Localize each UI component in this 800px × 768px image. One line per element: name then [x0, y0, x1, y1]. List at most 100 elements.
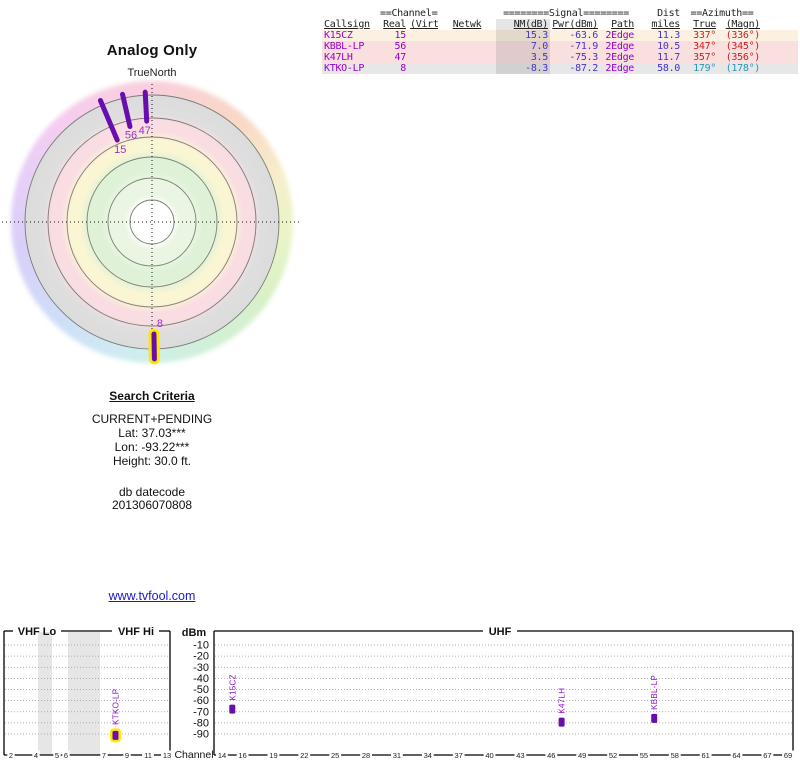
search-height: Height: 30.0 ft.: [112, 454, 192, 468]
cell-nm: 7.0: [496, 41, 550, 52]
channel-tick-label: 19: [269, 751, 277, 760]
dbm-tick-label: -50: [193, 684, 209, 696]
channel-tick-label: 37: [455, 751, 463, 760]
channel-tick-label: 28: [362, 751, 370, 760]
cell-pwr: -71.9: [569, 41, 598, 52]
cell-real: 15: [394, 30, 407, 41]
station-row-k15cz: K15CZ 15 15.3 -63.6 2Edge 11.3 337° (336°): [322, 30, 799, 41]
cell-real: 47: [394, 52, 407, 63]
col-header-pwr: Pwr(dBm): [552, 19, 598, 30]
cell-miles: 58.0: [657, 63, 681, 74]
cell-true: 357°: [693, 52, 717, 63]
channel-tick-gap: [483, 750, 496, 760]
cell-fill: [762, 63, 798, 74]
dbm-tick-label: -60: [193, 695, 209, 707]
channel-tick-gap: [545, 750, 558, 760]
channel-tick-gap: [607, 750, 619, 760]
cell-miles: 10.5: [657, 41, 681, 52]
signal-bar-kbbl-lp: [651, 713, 658, 723]
col-header-path: Path: [611, 19, 635, 30]
channel-tick-gap: [298, 750, 311, 760]
vhf-gap-band: [68, 632, 100, 755]
col-header-callsign: Callsign: [324, 19, 370, 30]
channel-tick-label: 34: [424, 751, 432, 760]
cell-callsign: K47LH: [324, 52, 353, 63]
radar-marker-label-ch56: 56: [125, 130, 137, 142]
channel-tick-gap: [142, 750, 154, 760]
channel-tick-label: 14: [218, 751, 226, 760]
cell-pwr: -75.3: [569, 52, 598, 63]
signal-bar-k15cz: [229, 704, 236, 714]
cell-pwr: -63.6: [569, 30, 598, 41]
channel-tick-label: 69: [784, 751, 792, 760]
cell-path: 2Edge: [605, 30, 635, 41]
channel-tick-gap: [638, 750, 650, 760]
radar-polar-plot: 15 56 47 8: [2, 84, 302, 365]
cell-miles: 11.3: [657, 30, 681, 41]
col-header-netwk: Netwk: [452, 19, 482, 30]
station-row-k47lh: K47LH 47 3.5 -75.3 2Edge 11.7 357° (356°): [322, 52, 799, 63]
cell-miles: 11.7: [657, 52, 681, 63]
col-header-nm: NM(dB): [513, 19, 549, 30]
channel-tick-gap: [782, 750, 794, 760]
signal-strength-chart: -10-20-30-40-50-60-70-80-90 VHF Lo VHF Hi U…: [3, 626, 794, 761]
channel-tick-label: 46: [547, 751, 555, 760]
channel-tick-gap: [7, 750, 15, 760]
channel-tick-gap: [161, 750, 173, 760]
group-header-dist: Dist: [657, 8, 681, 19]
channel-tick-label: 49: [578, 751, 586, 760]
channel-tick-gap: [452, 750, 465, 760]
channel-tick-label: 52: [609, 751, 617, 760]
channel-tick-label: 4: [34, 751, 38, 760]
cell-virt: [408, 30, 438, 41]
search-criteria-block: Search Criteria CURRENT+PENDING Lat: 37.…: [32, 389, 272, 468]
db-datecode-block: db datecode 201306070808: [32, 486, 272, 512]
channel-tick-gap: [576, 750, 589, 760]
cell-true: 347°: [693, 41, 717, 52]
bar-callsign-label-kbbl-lp: KBBL-LP: [650, 675, 659, 710]
cell-magn: (356°): [725, 52, 761, 63]
tvfool-link[interactable]: www.tvfool.com: [108, 589, 196, 603]
cell-netwk: [438, 52, 496, 63]
dbm-tick-label: -90: [193, 729, 209, 741]
cell-nm: 15.3: [496, 30, 550, 41]
cell-magn: (345°): [725, 41, 761, 52]
bar-callsign-label-ktko-lp: KTKO-LP: [112, 689, 121, 725]
channel-tick-label: 9: [125, 751, 129, 760]
station-table-body: K15CZ 15 15.3 -63.6 2Edge 11.3 337° (336°) KBBL-…: [322, 30, 799, 74]
station-row-ktko-lp: KTKO-LP 8 -8.3 -87.2 2Edge 58.0 179° (178°): [322, 63, 799, 74]
radar-ring-outline: [47, 117, 257, 327]
cell-nm: 3.5: [496, 52, 550, 63]
col-header-miles: miles: [651, 19, 681, 30]
dbm-tick-label: -40: [193, 673, 209, 685]
channel-tick-gap: [668, 750, 681, 760]
cell-real: 56: [394, 41, 407, 52]
channel-tick-label: 5: [55, 751, 59, 760]
dbm-tick-label: -80: [193, 717, 209, 729]
radar-marker-ch56: [120, 91, 133, 130]
dbm-tick-label: -30: [193, 662, 209, 674]
radar-marker-label-ch47: 47: [139, 125, 151, 137]
channel-tick-label: 31: [393, 751, 401, 760]
cell-netwk: [438, 30, 496, 41]
cell-fill: [762, 30, 798, 41]
group-header-channel: ==Channel==: [380, 8, 438, 19]
channel-tick-label: 25: [331, 751, 339, 760]
table-column-header-row: Callsign Real (Virt) Netwk NM(dB) Pwr(dB…: [322, 19, 798, 30]
channel-tick-gap: [100, 750, 108, 760]
channel-tick-gap: [360, 750, 372, 760]
cell-callsign: KTKO-LP: [324, 63, 365, 74]
cell-callsign: K15CZ: [324, 30, 353, 41]
dbm-tick-label: -20: [193, 651, 209, 663]
cell-nm: -8.3: [496, 63, 550, 74]
cell-real: 8: [400, 63, 406, 74]
cell-true: 337°: [693, 30, 717, 41]
cell-netwk: [438, 63, 496, 74]
channel-tick-gap: [761, 750, 774, 760]
cell-true: 179°: [693, 63, 717, 74]
group-header-azimuth: ==Azimuth==: [690, 8, 754, 19]
group-header-signal: ========Signal========: [503, 8, 629, 19]
radar-rings-fill: [25, 95, 279, 349]
radar-ring-outline: [107, 177, 197, 267]
axis-title-channel: Channel: [174, 749, 213, 761]
